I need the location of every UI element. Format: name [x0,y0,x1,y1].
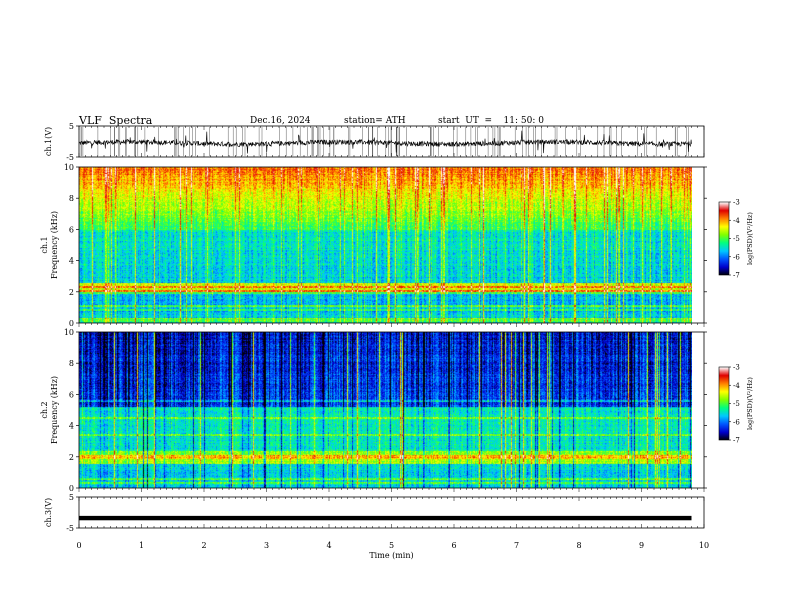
colorbar-label: log(PSD)(V²/Hz) [746,212,754,265]
y-tick-label: 0 [69,484,74,493]
colorbar-tick-label: -6 [733,418,740,426]
ch1-spikes [80,127,689,156]
ch1-waveform-panel: 5 -5 ch.1(V) [44,122,705,162]
x-tick-label: 1 [139,541,144,550]
colorbar-tick-label: -7 [733,272,740,280]
ch3-trace [79,515,692,521]
ch3-waveform-frame [78,496,705,529]
x-tick-label: 9 [639,541,644,550]
x-tick-label: 7 [514,541,519,550]
colorbar-tick-label: -7 [733,437,740,445]
start-time-label: start UT = 11: 50: 0 [438,116,544,126]
ch1-spectrogram-image [79,167,692,323]
ch3-waveform-panel: 5 -5 ch.3(V) [44,493,705,533]
y-tick-label: 0 [69,319,74,328]
ch2-spectrogram-colorbar [719,367,729,440]
ch3-waveform-ylabel: ch.3(V) [44,498,53,527]
ch2-spectrogram-image [79,332,692,488]
y-tick-label: 5 [69,122,74,131]
y-tick-label: 4 [69,422,74,431]
colorbar-tick-label: -3 [733,364,740,372]
colorbar-tick-label: -6 [733,253,740,261]
y-tick-label: 2 [69,288,74,297]
y-tick-label: 6 [69,225,74,234]
x-tick-label: 3 [264,541,269,550]
ch1-spectrogram-ylabel-channel: ch.1 [40,236,49,253]
y-tick-label: 8 [69,194,74,203]
ch1-spectrogram-colorbar [719,202,729,275]
ch1-waveform-ylabel: ch.1(V) [44,127,53,156]
y-tick-label: 5 [69,493,74,502]
x-tick-label: 6 [451,541,456,550]
colorbar-tick-label: -3 [733,199,740,207]
y-tick-label: -5 [66,524,74,533]
colorbar-label: log(PSD)(V²/Hz) [746,377,754,430]
x-tick-label: 2 [201,541,206,550]
ch1-trace [78,130,692,154]
plot-title: VLF Spectra [79,114,153,127]
x-tick-label: 5 [389,541,394,550]
x-tick-label: 0 [76,541,81,550]
x-tick-label: 4 [326,541,331,550]
colorbar-tick-label: -4 [733,382,740,390]
y-tick-label: 6 [69,390,74,399]
y-tick-label: 10 [64,163,74,172]
ch1-spectrogram-ylabel: Frequency (kHz) [50,211,59,279]
y-tick-label: 4 [69,257,74,266]
x-axis-label: Time (min) [369,551,413,560]
colorbar-tick-label: -5 [733,235,740,243]
y-tick-label: 2 [69,453,74,462]
ch2-spectrogram-ylabel: Frequency (kHz) [50,376,59,444]
ch2-spectrogram-panel: 0 2 4 6 8 10 ch.2 Frequency (kHz) -3 -4 -5 -6 -7 log(… [40,328,754,493]
y-tick-label: -5 [66,153,74,162]
x-tick-label: 8 [576,541,581,550]
x-tick-label: 10 [699,541,709,550]
y-tick-label: 8 [69,359,74,368]
date-label: Dec.16, 2024 [250,116,311,126]
ch1-spectrogram-panel: 0 2 4 6 8 10 ch.1 Frequency (kHz) -3 -4 -5 -6 -7 log(… [40,163,754,328]
colorbar-tick-label: -5 [733,400,740,408]
y-tick-label: 10 [64,328,74,337]
colorbar-tick-label: -4 [733,217,740,225]
station-label: station= ATH [344,116,406,126]
ch2-spectrogram-ylabel-channel: ch.2 [40,401,49,418]
